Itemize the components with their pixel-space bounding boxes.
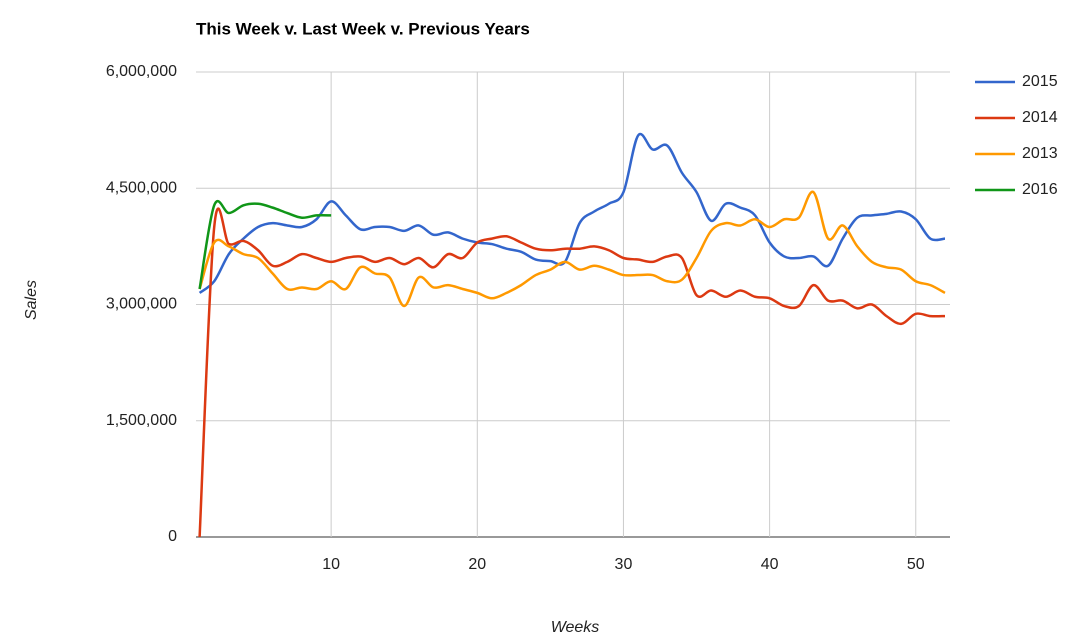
chart-title: This Week v. Last Week v. Previous Years <box>196 19 530 38</box>
series-line <box>198 199 332 290</box>
x-tick-label: 40 <box>761 556 779 573</box>
x-tick-label: 10 <box>322 556 340 573</box>
x-tick-label: 30 <box>615 556 633 573</box>
x-tick-label: 20 <box>468 556 486 573</box>
x-tick-label: 50 <box>907 556 925 573</box>
series-line <box>198 132 946 294</box>
y-tick-label: 4,500,000 <box>106 179 177 196</box>
y-tick-label: 1,500,000 <box>106 412 177 429</box>
legend-label: 2016 <box>1022 181 1058 198</box>
y-tick-label: 3,000,000 <box>106 296 177 313</box>
legend-label: 2015 <box>1022 73 1058 90</box>
y-tick-label: 0 <box>168 528 177 545</box>
y-tick-label: 6,000,000 <box>106 63 177 80</box>
x-axis-title: Weeks <box>551 619 600 636</box>
series-line <box>198 207 946 538</box>
legend-label: 2013 <box>1022 145 1058 162</box>
y-axis-title: Sales <box>23 280 40 320</box>
series-line <box>198 190 946 308</box>
legend-label: 2014 <box>1022 109 1058 126</box>
